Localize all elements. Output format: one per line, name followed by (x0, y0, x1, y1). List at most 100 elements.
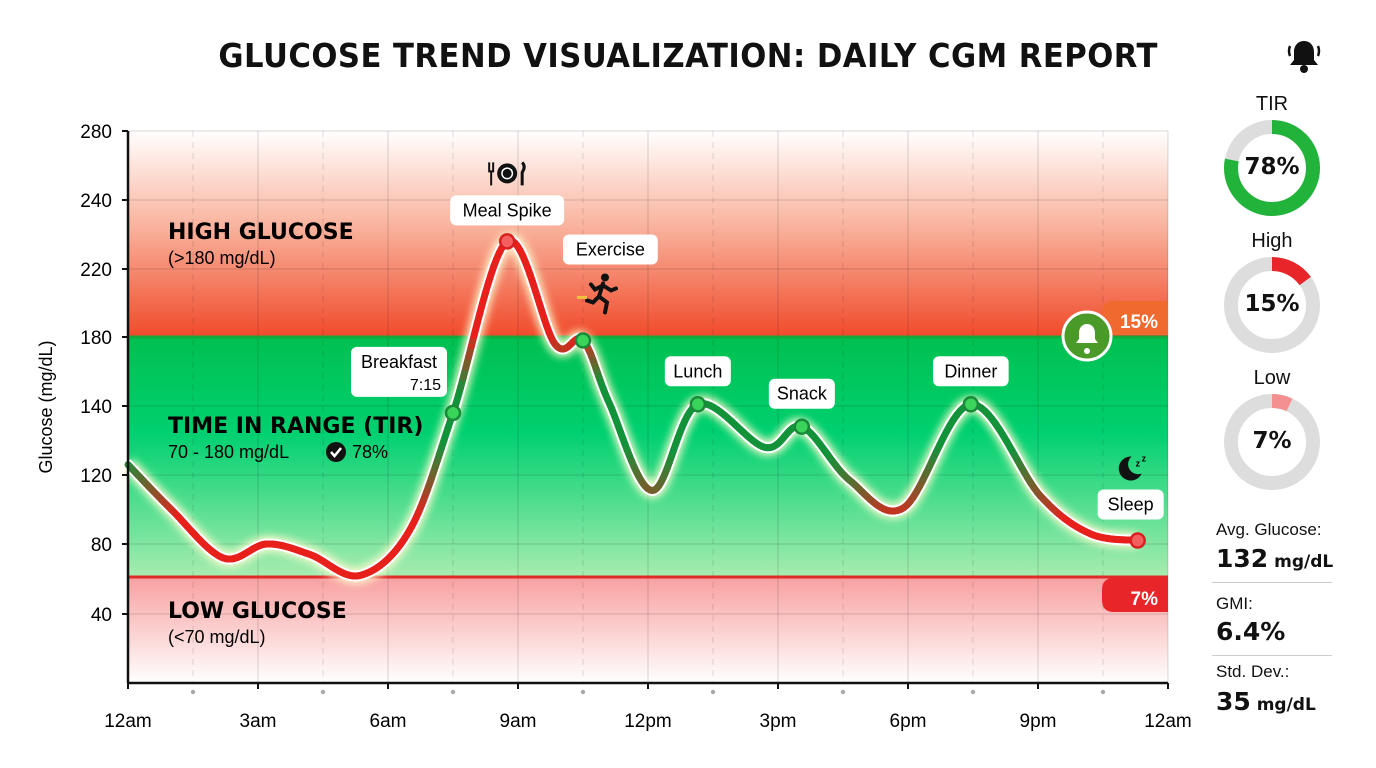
bell-shape (1076, 324, 1098, 343)
data-marker (689, 396, 707, 413)
minor-tick-dot (840, 689, 846, 695)
y-tick-label: 240 (80, 191, 112, 212)
x-tick-label: 6am (370, 711, 407, 732)
x-tick-label: 6pm (890, 711, 927, 732)
minor-tick-dot (580, 689, 586, 695)
alert-bell-icon[interactable] (1061, 310, 1113, 362)
annotation-label: Breakfast (361, 352, 437, 372)
stat-value: 132 mg/dL (1216, 544, 1333, 573)
zone-title: TIME IN RANGE (TIR) (168, 414, 423, 439)
y-tick-label: 180 (80, 328, 112, 349)
x-tick-label: 3pm (760, 711, 797, 732)
ring-label: Low (1253, 367, 1291, 389)
glucose-chart: HIGH GLUCOSE (>180 mg/dL) TIME IN RANGE (T… (36, 122, 1192, 732)
y-tick-label: 220 (80, 260, 112, 281)
check-mark (330, 447, 342, 458)
check-circle-bg (326, 442, 346, 462)
knife (520, 161, 526, 186)
data-marker (962, 396, 980, 413)
ring-value: 15% (1244, 291, 1300, 317)
annotation-label: Snack (777, 384, 828, 404)
minor-tick-dot (450, 689, 456, 695)
minor-tick-dot (1100, 689, 1106, 695)
minor-tick-dot (970, 689, 976, 695)
ring-label: High (1251, 230, 1293, 252)
ring-label: TIR (1255, 93, 1289, 115)
tir-percent: 78% (352, 442, 388, 462)
fork-plate-knife-icon (488, 161, 526, 186)
head (601, 273, 609, 282)
x-tick-label: 9am (500, 711, 537, 732)
ring-value: 78% (1244, 154, 1300, 180)
low-zone-band (128, 577, 1168, 683)
stat-label: GMI: (1216, 594, 1253, 613)
running-person-icon (577, 273, 618, 315)
annotation-box (933, 356, 1009, 387)
annotation-label: Meal Spike (463, 200, 552, 220)
annotation-label: Exercise (576, 239, 645, 259)
zone-title: LOW GLUCOSE (168, 599, 347, 624)
annotation-box (664, 356, 731, 387)
minor-tick-dot (320, 689, 326, 695)
stat-number: 6.4% (1216, 617, 1286, 646)
ring-value: 7% (1252, 428, 1292, 454)
ring-fill (1224, 120, 1320, 216)
zone-subtitle: (>180 mg/dL) (168, 248, 276, 268)
minor-tick-dot (710, 689, 716, 695)
stat-value: 6.4% (1216, 617, 1285, 646)
high-zone-band (128, 131, 1168, 337)
annotation-label: Lunch (673, 361, 722, 381)
y-tick-label: 40 (91, 605, 112, 626)
donut-ring (1224, 394, 1320, 490)
zzz: z (1142, 454, 1147, 464)
x-tick-label: 12pm (624, 711, 672, 732)
zone-subtitle: (<70 mg/dL) (168, 627, 266, 647)
divider (1212, 655, 1332, 656)
y-tick-label: 120 (80, 466, 112, 487)
annotation-box (563, 234, 658, 265)
donut-ring (1224, 120, 1320, 216)
stat-unit: mg/dL (1250, 695, 1316, 715)
chart-title: GLUCOSE TREND VISUALIZATION: DAILY CGM R… (218, 36, 1158, 75)
body (585, 281, 618, 315)
annotation-box (1097, 489, 1164, 520)
fork (488, 162, 495, 186)
minor-tick-dot (190, 689, 196, 695)
zzz: z (1136, 459, 1141, 469)
x-tick-label: 12am (104, 711, 152, 732)
annotation-sublabel: 7:15 (410, 377, 441, 394)
annotation-label: Sleep (1108, 495, 1154, 515)
annotation-box (351, 346, 447, 397)
y-tick-label: 280 (80, 122, 112, 143)
check-circle-icon (326, 442, 346, 462)
y-tick-label: 80 (91, 535, 112, 556)
data-marker (574, 332, 592, 349)
data-marker (444, 404, 462, 422)
y-axis-label: Glucose (mg/dL) (36, 340, 56, 473)
data-marker (1129, 532, 1146, 549)
annotation-box (768, 378, 835, 409)
percent-badge (1102, 301, 1168, 335)
badge-text: 7% (1131, 589, 1159, 610)
stat-label: Std. Dev.: (1216, 662, 1290, 681)
stat-number: 132 (1216, 544, 1269, 573)
annotation-box (450, 195, 565, 226)
badge-text: 15% (1120, 312, 1158, 333)
x-tick-label: 12am (1144, 711, 1192, 732)
x-tick-label: 3am (240, 711, 277, 732)
divider (1212, 582, 1332, 583)
bell-icon[interactable] (1284, 36, 1324, 76)
percent-badge (1102, 578, 1168, 612)
stat-label: Avg. Glucose: (1216, 520, 1322, 539)
data-marker (498, 233, 516, 250)
y-tick-label: 140 (80, 397, 112, 418)
stat-number: 35 (1216, 687, 1251, 716)
ring-fill (1224, 257, 1320, 353)
zone-subtitle: 70 - 180 mg/dL (168, 442, 289, 462)
donut-ring (1224, 257, 1320, 353)
x-tick-label: 9pm (1020, 711, 1057, 732)
stat-value: 35 mg/dL (1216, 687, 1316, 716)
moon (1118, 456, 1142, 481)
plate-center (502, 168, 512, 178)
